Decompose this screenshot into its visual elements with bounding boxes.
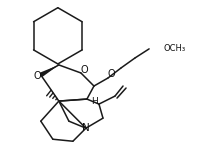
Text: H: H <box>92 97 98 106</box>
Text: O: O <box>107 69 115 79</box>
Polygon shape <box>40 65 59 77</box>
Text: O: O <box>34 71 42 81</box>
Text: N: N <box>82 123 90 133</box>
Text: O: O <box>80 65 88 75</box>
Text: OCH₃: OCH₃ <box>163 44 185 53</box>
